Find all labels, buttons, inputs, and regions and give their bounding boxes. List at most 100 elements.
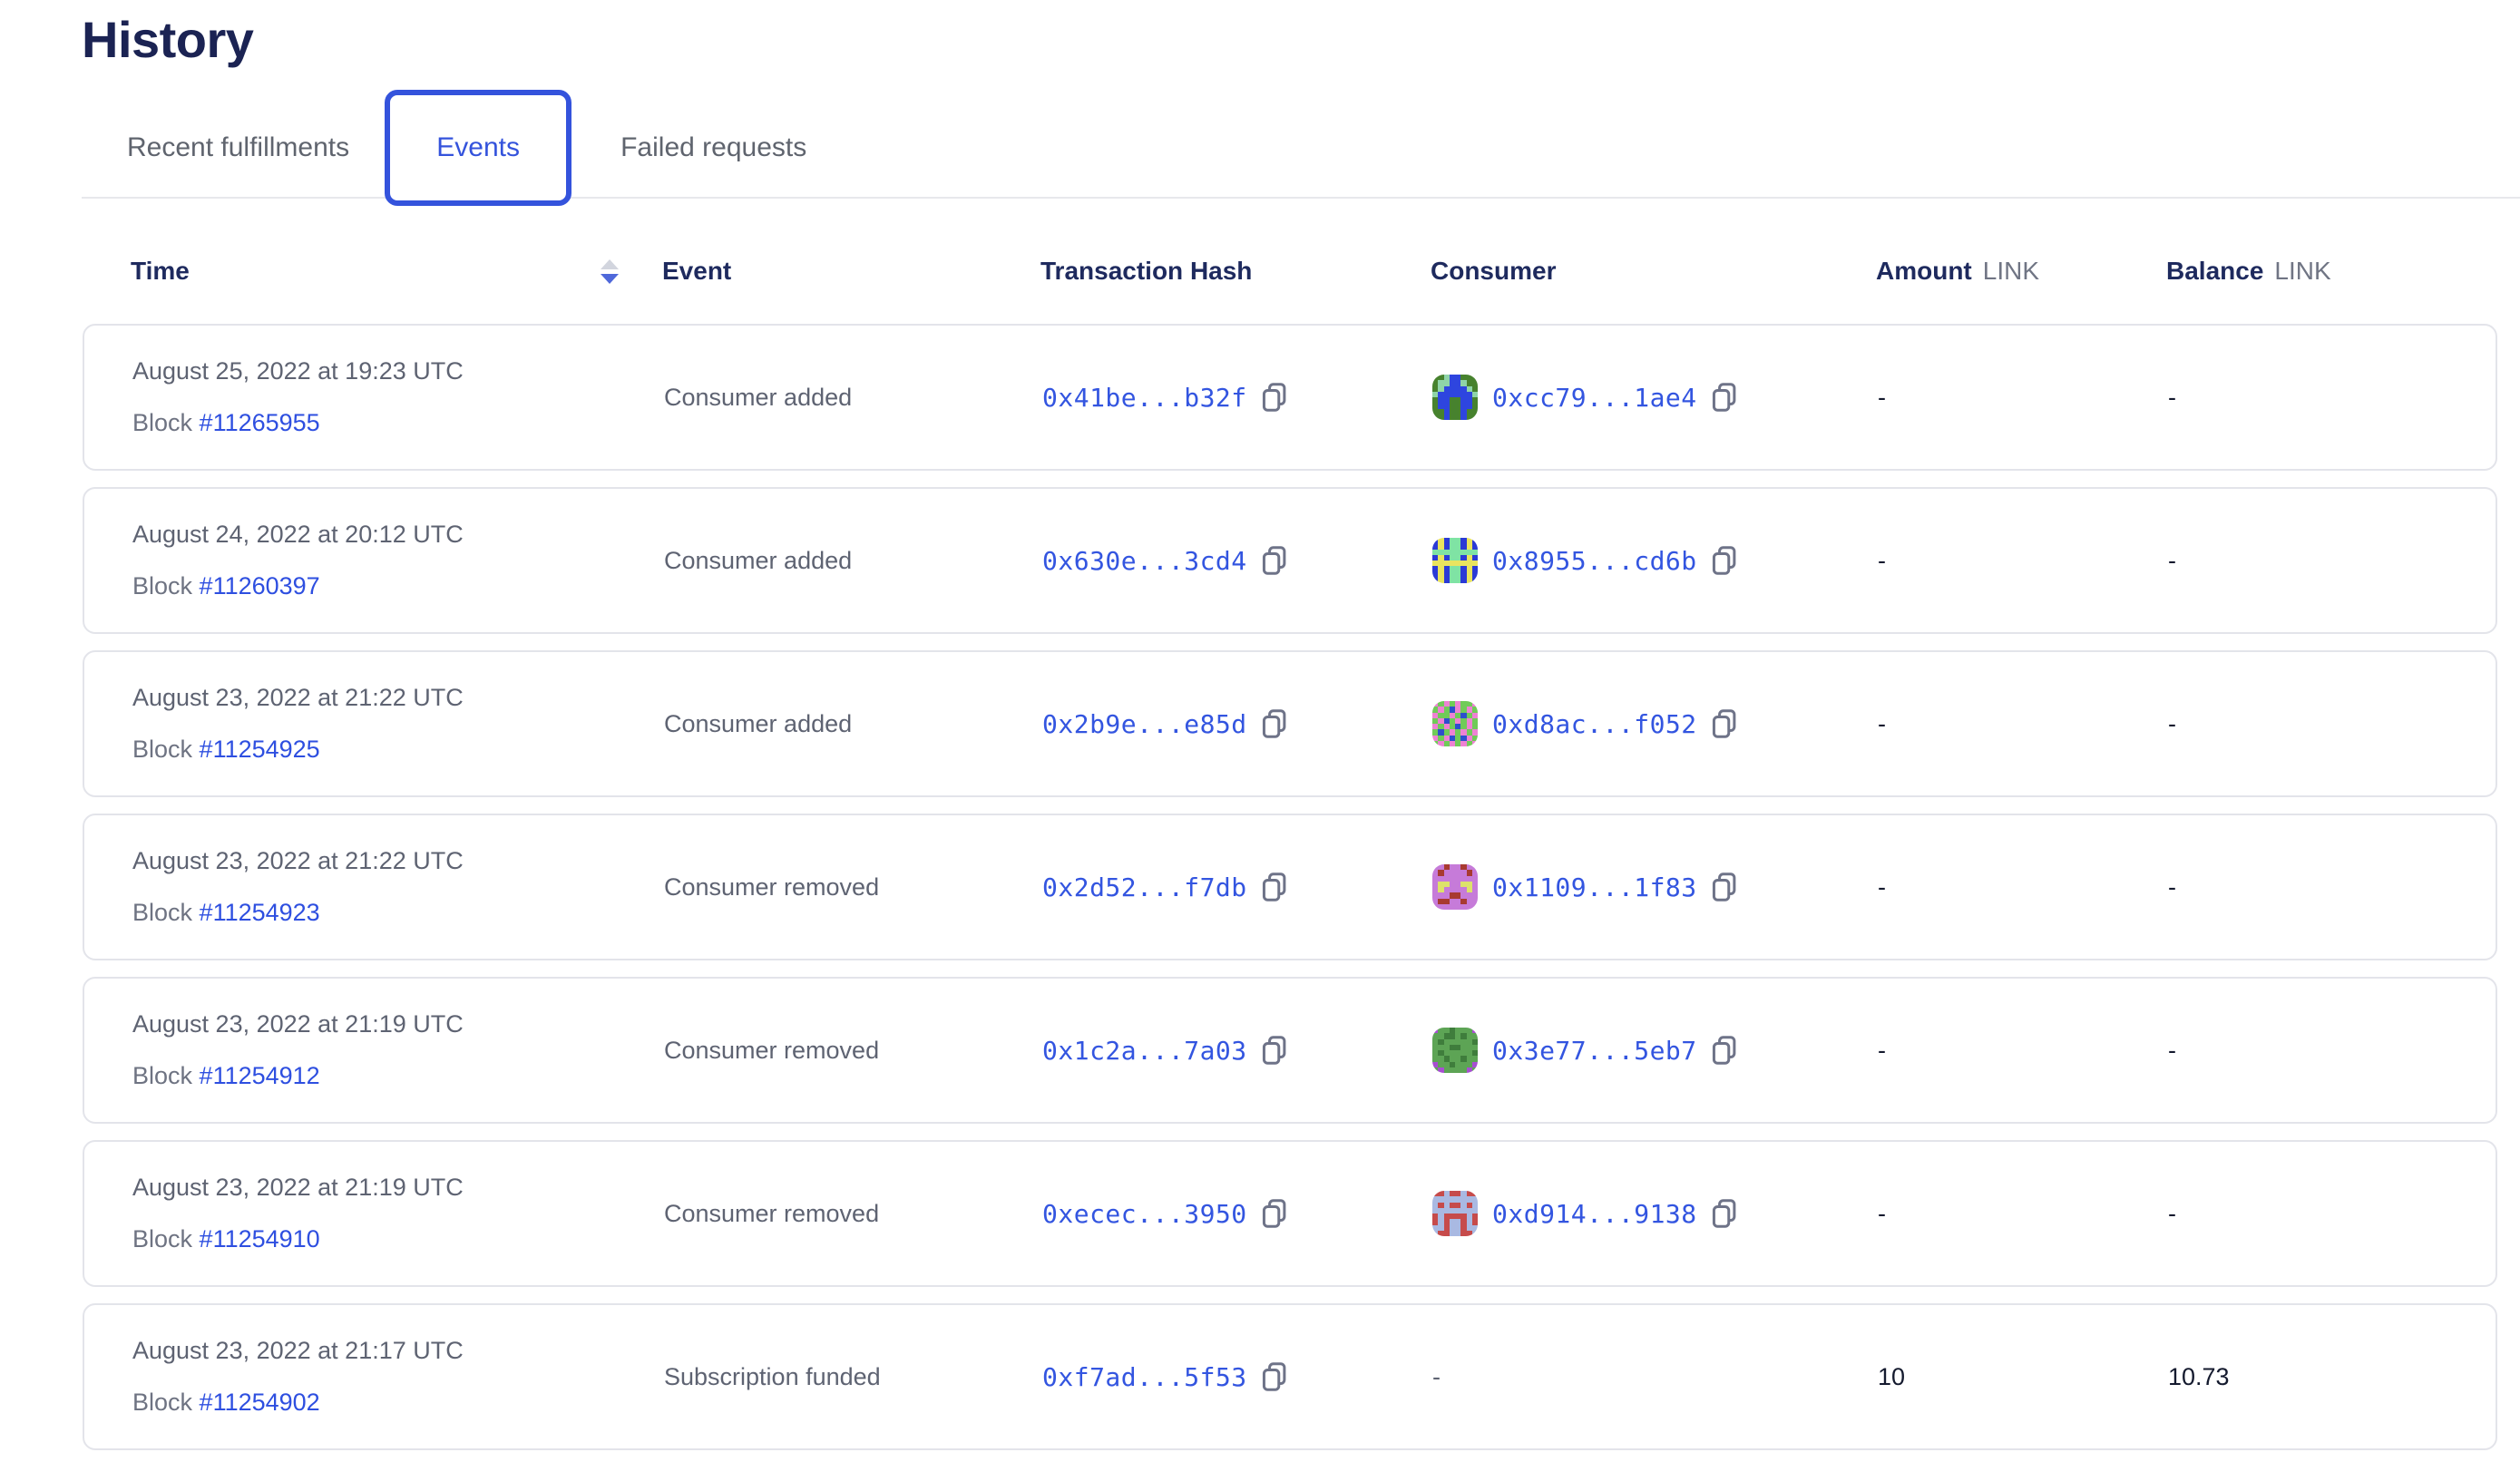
consumer-avatar [1432, 375, 1478, 420]
consumer-cell: 0xd8ac...f052 [1432, 701, 1878, 746]
transaction-hash-link[interactable]: 0x630e...3cd4 [1042, 545, 1247, 576]
time-cell: August 23, 2022 at 21:19 UTC Block #1125… [132, 1010, 664, 1090]
block-line: Block #11254902 [132, 1389, 320, 1416]
balance-value: - [2168, 383, 2176, 411]
column-header-balance: Balance LINK [2166, 257, 2331, 285]
consumer-cell: 0xcc79...1ae4 [1432, 375, 1878, 420]
time-cell: August 25, 2022 at 19:23 UTC Block #1126… [132, 357, 664, 437]
block-line: Block #11254910 [132, 1225, 320, 1252]
copy-icon [1262, 872, 1286, 902]
transaction-hash-cell: 0x2d52...f7db [1042, 872, 1432, 902]
consumer-address-link: - [1432, 1362, 1441, 1390]
table-row: August 23, 2022 at 21:19 UTC Block #1125… [83, 1140, 2497, 1287]
balance-unit-label: LINK [2274, 257, 2331, 285]
event-timestamp: August 23, 2022 at 21:22 UTC [132, 847, 464, 874]
event-type: Consumer removed [664, 872, 880, 901]
copy-icon [1712, 1036, 1736, 1065]
event-type: Consumer removed [664, 1036, 880, 1064]
block-number-link[interactable]: #11254912 [199, 1062, 320, 1089]
table-row: August 23, 2022 at 21:22 UTC Block #1125… [83, 814, 2497, 960]
tab-bar: Recent fulfillments Events Failed reques… [82, 90, 2520, 206]
consumer-cell: 0x3e77...5eb7 [1432, 1028, 1878, 1073]
block-number-link[interactable]: #11254925 [199, 736, 320, 763]
balance-value: - [2168, 1199, 2176, 1227]
tab-events-label: Events [436, 132, 520, 162]
sort-arrows-icon[interactable] [601, 258, 619, 284]
amount-unit-label: LINK [1982, 257, 2040, 285]
consumer-avatar [1432, 1028, 1478, 1073]
amount-value: - [1878, 709, 1886, 737]
transaction-hash-link[interactable]: 0x2d52...f7db [1042, 872, 1247, 902]
event-timestamp: August 23, 2022 at 21:19 UTC [132, 1010, 464, 1038]
transaction-hash-cell: 0x2b9e...e85d [1042, 708, 1432, 739]
copy-consumer-address-button[interactable] [1710, 1035, 1739, 1066]
event-type: Consumer added [664, 546, 853, 574]
consumer-address-link[interactable]: 0x1109...1f83 [1492, 872, 1697, 902]
copy-tx-hash-button[interactable] [1260, 1035, 1289, 1066]
block-line: Block #11260397 [132, 572, 320, 599]
copy-tx-hash-button[interactable] [1260, 1198, 1289, 1229]
table-header: Time Event Transaction Hash Consumer Amo… [131, 257, 2496, 286]
block-number-link[interactable]: #11260397 [199, 572, 320, 599]
copy-consumer-address-button[interactable] [1710, 872, 1739, 902]
column-header-consumer: Consumer [1431, 257, 1557, 285]
table-row: August 23, 2022 at 21:22 UTC Block #1125… [83, 650, 2497, 797]
copy-consumer-address-button[interactable] [1710, 545, 1739, 576]
transaction-hash-cell: 0xf7ad...5f53 [1042, 1361, 1432, 1392]
table-row: August 24, 2022 at 20:12 UTC Block #1126… [83, 487, 2497, 634]
transaction-hash-link[interactable]: 0x41be...b32f [1042, 382, 1247, 413]
consumer-address-link[interactable]: 0xcc79...1ae4 [1492, 382, 1697, 413]
consumer-address-link[interactable]: 0x3e77...5eb7 [1492, 1035, 1697, 1066]
copy-icon [1712, 709, 1736, 738]
tab-recent-fulfillments[interactable]: Recent fulfillments [127, 132, 350, 162]
copy-tx-hash-button[interactable] [1260, 872, 1289, 902]
event-type: Subscription funded [664, 1362, 881, 1390]
copy-icon [1712, 1199, 1736, 1228]
copy-tx-hash-button[interactable] [1260, 382, 1289, 413]
block-number-link[interactable]: #11265955 [199, 409, 320, 436]
copy-consumer-address-button[interactable] [1710, 1198, 1739, 1229]
consumer-cell: - [1432, 1363, 1878, 1391]
time-cell: August 23, 2022 at 21:22 UTC Block #1125… [132, 847, 664, 927]
transaction-hash-link[interactable]: 0xecec...3950 [1042, 1198, 1247, 1229]
event-timestamp: August 23, 2022 at 21:19 UTC [132, 1174, 464, 1201]
amount-value: - [1878, 872, 1886, 901]
copy-tx-hash-button[interactable] [1260, 1361, 1289, 1392]
block-number-link[interactable]: #11254923 [199, 899, 320, 926]
amount-value: - [1878, 383, 1886, 411]
tab-failed-requests[interactable]: Failed requests [620, 132, 807, 162]
copy-tx-hash-button[interactable] [1260, 708, 1289, 739]
transaction-hash-link[interactable]: 0xf7ad...5f53 [1042, 1361, 1247, 1392]
consumer-address-link[interactable]: 0x8955...cd6b [1492, 545, 1697, 576]
balance-value: - [2168, 1036, 2176, 1064]
column-header-time: Time [131, 257, 190, 285]
consumer-address-link[interactable]: 0xd914...9138 [1492, 1198, 1697, 1229]
consumer-avatar [1432, 1191, 1478, 1236]
event-timestamp: August 23, 2022 at 21:17 UTC [132, 1337, 464, 1364]
event-timestamp: August 23, 2022 at 21:22 UTC [132, 684, 464, 711]
column-header-tx-hash: Transaction Hash [1040, 257, 1253, 285]
copy-icon [1262, 1199, 1286, 1228]
event-timestamp: August 25, 2022 at 19:23 UTC [132, 357, 464, 385]
block-number-link[interactable]: #11254910 [199, 1225, 320, 1252]
tab-events[interactable]: Events [385, 90, 572, 206]
consumer-address-link[interactable]: 0xd8ac...f052 [1492, 708, 1697, 739]
consumer-cell: 0xd914...9138 [1432, 1191, 1878, 1236]
copy-tx-hash-button[interactable] [1260, 545, 1289, 576]
copy-consumer-address-button[interactable] [1710, 708, 1739, 739]
transaction-hash-link[interactable]: 0x2b9e...e85d [1042, 708, 1247, 739]
block-number-link[interactable]: #11254902 [199, 1389, 320, 1416]
consumer-cell: 0x8955...cd6b [1432, 538, 1878, 583]
table-row: August 23, 2022 at 21:17 UTC Block #1125… [83, 1303, 2497, 1450]
copy-icon [1262, 383, 1286, 412]
balance-value: - [2168, 709, 2176, 737]
event-timestamp: August 24, 2022 at 20:12 UTC [132, 521, 464, 548]
copy-icon [1262, 1036, 1286, 1065]
amount-value: - [1878, 546, 1886, 574]
transaction-hash-cell: 0x1c2a...7a03 [1042, 1035, 1432, 1066]
consumer-avatar [1432, 864, 1478, 910]
copy-consumer-address-button[interactable] [1710, 382, 1739, 413]
block-line: Block #11254912 [132, 1062, 320, 1089]
transaction-hash-link[interactable]: 0x1c2a...7a03 [1042, 1035, 1247, 1066]
time-cell: August 23, 2022 at 21:22 UTC Block #1125… [132, 684, 664, 764]
